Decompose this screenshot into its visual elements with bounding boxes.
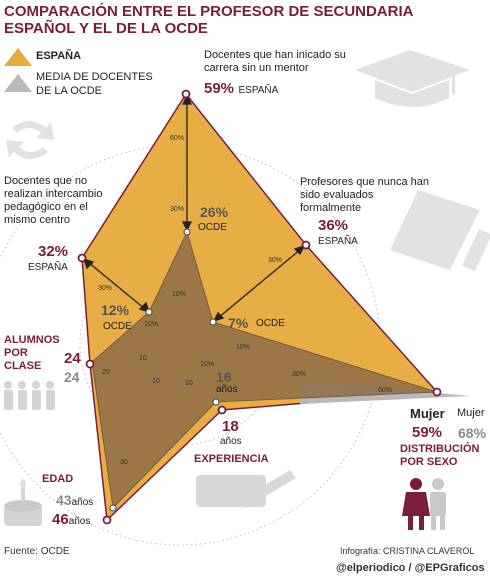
espana-points <box>77 89 442 525</box>
edad-espana-unit: años <box>68 516 91 527</box>
intercambio-espana-pct: 32% <box>38 243 69 260</box>
sexo-category-label: DISTRIBUCIÓN POR SEXO <box>400 443 480 468</box>
legend-ocde-swatch <box>4 74 32 92</box>
experiencia-category-label: EXPERIENCIA <box>194 453 269 465</box>
tick-exp-10: 10 <box>185 380 193 387</box>
people-icon <box>4 381 55 410</box>
ocde-area <box>91 230 438 509</box>
tick-mentor-60: 60% <box>170 135 184 142</box>
legend-espana-label: ESPAÑA <box>36 50 82 62</box>
mentor-ocde-tag: OCDE <box>198 222 227 233</box>
intercambio-axis-label: Docentes que no realizan intercambio ped… <box>4 175 103 226</box>
edad-ocde-value: 43años <box>56 492 93 510</box>
graduation-cap-icon <box>355 50 470 107</box>
tick-alumnos-10: 10 <box>139 355 147 362</box>
tick-inter-30: 30% <box>98 285 112 292</box>
edad-ocde-num: 43 <box>56 492 72 508</box>
intercambio-espana-tag: ESPAÑA <box>28 262 68 273</box>
experiencia-espana-num: 18 <box>222 418 239 435</box>
tick-mentor-30: 30% <box>170 206 184 213</box>
mentor-ocde-pct: 26% <box>200 204 229 220</box>
evaluados-ocde-tag: OCDE <box>256 318 285 329</box>
alumnos-ocde-value: 24 <box>64 369 80 385</box>
legend-ocde-label: MEDIA DE DOCENTES DE LA OCDE <box>36 71 153 97</box>
credit-note: Infografía: CRISTINA CLAVEROL <box>340 546 475 556</box>
evaluados-ocde-pct: 7% <box>228 315 249 331</box>
sexo-mujer-espana-label: Mujer <box>410 406 445 421</box>
tick-mentor-10: 10% <box>172 291 186 298</box>
ocde-points <box>109 228 220 512</box>
tick-alumnos-20: 20 <box>102 369 110 376</box>
experiencia-ocde-unit: años <box>216 384 238 395</box>
mentor-espana-tag: ESPAÑA <box>238 85 279 96</box>
sexo-espana-pct: 59% <box>412 424 443 441</box>
experiencia-espana-unit: años <box>220 436 242 447</box>
difference-arrows <box>82 94 306 323</box>
mentor-espana-pct: 59% <box>204 80 235 97</box>
sexo-mujer-ocde-label: Mujer <box>457 407 485 419</box>
man-woman-icon <box>402 478 446 530</box>
tick-sexo-10: 10% <box>200 361 214 368</box>
evaluados-axis-label: Profesores que nunca han sido evaluados … <box>300 176 430 214</box>
pen-writing-icon <box>196 470 296 508</box>
evaluados-espana-pct: 36% <box>318 217 349 234</box>
tick-eval-10: 10% <box>236 344 250 351</box>
tick-edad-10: 10 <box>152 378 160 385</box>
edad-category-label: EDAD <box>42 473 74 485</box>
legend-espana-swatch <box>4 48 32 66</box>
intercambio-ocde-tag: OCDE <box>103 321 132 332</box>
alumnos-category-label: ALUMNOS POR CLASE <box>4 334 60 372</box>
recycle-icon <box>6 121 54 159</box>
twitter-handle: @elperiodico / @EPGraficos <box>336 562 485 574</box>
experiencia-ocde-num: 16 <box>216 369 232 385</box>
edad-espana-num: 46 <box>52 511 69 528</box>
intercambio-ocde-pct: 12% <box>101 302 130 318</box>
tick-inter-10: 10% <box>144 321 158 328</box>
alumnos-espana-value: 24 <box>64 350 81 367</box>
sexo-ocde-pct: 68% <box>458 425 487 441</box>
tick-sexo-60: 60% <box>378 387 392 394</box>
mentor-axis-label: Docentes que han inicado su carrera sin … <box>204 49 346 74</box>
checklist-icon <box>390 190 490 272</box>
tick-edad-30: 30 <box>120 459 128 466</box>
tick-labels: 60% 30% 10% 30% 10% 60% 30% 10% 10 30 10… <box>98 135 392 466</box>
cake-icon <box>4 479 42 526</box>
edad-ocde-unit: años <box>71 497 94 508</box>
source-note: Fuente: OCDE <box>4 546 70 557</box>
mentor-espana-value: 59% ESPAÑA <box>204 80 278 98</box>
chart-title: COMPARACIÓN ENTRE EL PROFESOR DE SECUNDA… <box>4 3 413 37</box>
evaluados-espana-tag: ESPAÑA <box>318 236 358 247</box>
tick-sexo-30: 30% <box>292 371 306 378</box>
edad-espana-value: 46años <box>52 511 90 529</box>
tick-eval-30: 30% <box>268 257 282 264</box>
